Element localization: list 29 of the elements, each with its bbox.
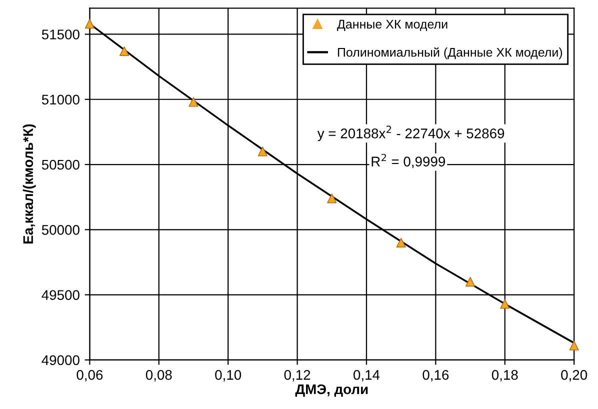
x-axis-title: ДМЭ, доли: [295, 384, 368, 397]
point: [84, 19, 95, 29]
y-tick-label: 51500: [42, 30, 80, 40]
point: [188, 97, 198, 107]
legend-label: Полиномиальный (Данные ХК модели): [338, 47, 562, 60]
point: [119, 46, 130, 56]
point: [465, 276, 476, 287]
annotation: R$^{2}$ = 0,9999: [372, 154, 446, 168]
legend-label: Данные ХК модели: [337, 20, 448, 31]
x-tick-label: 0,10: [215, 370, 242, 382]
y-tick-label: 49500: [42, 290, 80, 300]
x-tick-label: 0,20: [561, 370, 588, 382]
y-tick-label: 49000: [42, 355, 80, 366]
point: [258, 146, 268, 156]
x-tick-label: 0,06: [76, 370, 103, 382]
point: [327, 194, 337, 204]
x-tick-label: 0,08: [146, 370, 172, 382]
point: [396, 238, 406, 248]
point: [569, 340, 579, 350]
annotation: y = 20188x$^{2}$ - 22740x + 52869: [317, 126, 504, 142]
y-axis-title: Ea,ккал/(кмоль*К): [22, 124, 36, 244]
y-tick-label: 50000: [42, 224, 80, 235]
y-tick-label: 51000: [42, 94, 80, 105]
x-tick-label: 0,18: [492, 370, 518, 382]
y-tick-label: 50500: [42, 160, 80, 170]
x-tick-label: 0,12: [284, 370, 310, 382]
x-tick-label: 0,14: [354, 370, 380, 382]
x-tick-label: 0,16: [422, 370, 449, 382]
point: [500, 299, 510, 309]
